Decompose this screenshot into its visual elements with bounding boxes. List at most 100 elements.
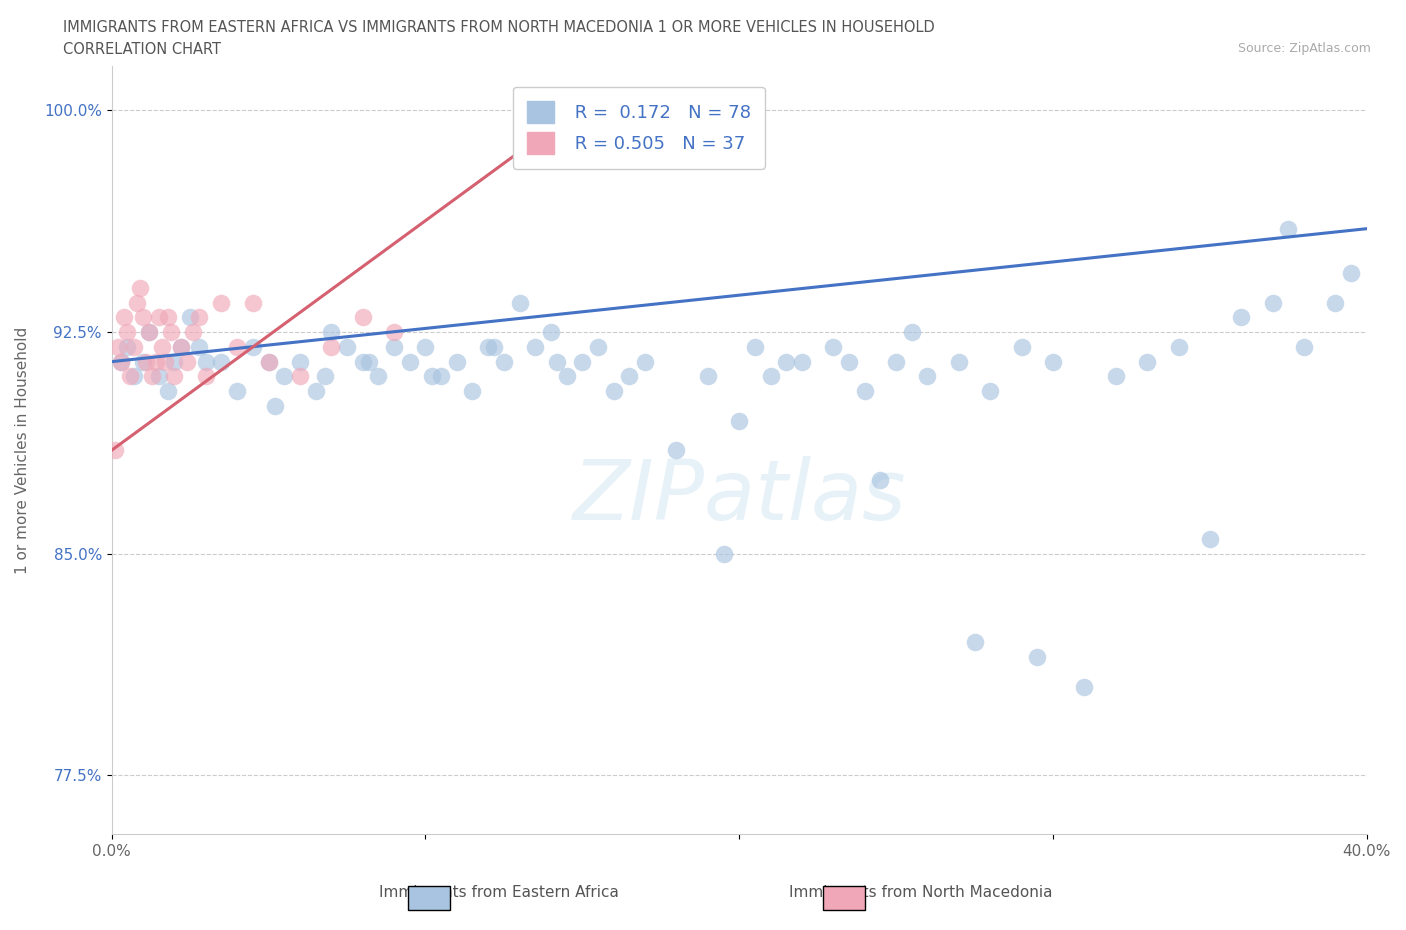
- Text: Immigrants from Eastern Africa: Immigrants from Eastern Africa: [380, 885, 619, 900]
- Point: [194, 354, 217, 369]
- Point: [209, 295, 232, 310]
- Point: [138, 325, 160, 339]
- Point: [163, 369, 186, 384]
- Point: [138, 325, 160, 339]
- Point: [157, 384, 180, 399]
- Text: CORRELATION CHART: CORRELATION CHART: [63, 42, 221, 57]
- Text: ZIPatlas: ZIPatlas: [572, 456, 905, 537]
- Point: [120, 369, 142, 384]
- Point: [484, 339, 506, 354]
- Point: [135, 354, 157, 369]
- Point: [352, 354, 374, 369]
- Point: [314, 369, 336, 384]
- Point: [352, 310, 374, 325]
- Point: [263, 399, 285, 414]
- Point: [775, 354, 797, 369]
- Point: [288, 369, 311, 384]
- Point: [242, 295, 264, 310]
- Point: [509, 295, 531, 310]
- Point: [415, 339, 437, 354]
- Point: [979, 384, 1001, 399]
- Point: [565, 118, 588, 133]
- Point: [132, 310, 155, 325]
- Point: [571, 354, 593, 369]
- Point: [163, 354, 186, 369]
- Point: [382, 325, 405, 339]
- Point: [713, 546, 735, 561]
- Point: [1324, 295, 1347, 310]
- Point: [169, 339, 191, 354]
- Point: [209, 354, 232, 369]
- Point: [602, 384, 624, 399]
- Point: [555, 369, 578, 384]
- Point: [917, 369, 939, 384]
- Point: [125, 295, 148, 310]
- Point: [141, 369, 163, 384]
- Point: [1026, 650, 1049, 665]
- Point: [128, 280, 150, 295]
- Point: [555, 103, 578, 118]
- Point: [1199, 532, 1222, 547]
- Point: [257, 354, 280, 369]
- Point: [176, 354, 198, 369]
- Point: [477, 339, 499, 354]
- Point: [1277, 221, 1299, 236]
- Point: [744, 339, 766, 354]
- Point: [273, 369, 295, 384]
- Point: [122, 369, 145, 384]
- Point: [110, 354, 132, 369]
- Point: [1230, 310, 1253, 325]
- Point: [1011, 339, 1033, 354]
- Point: [1292, 339, 1315, 354]
- Point: [619, 369, 641, 384]
- Point: [304, 384, 326, 399]
- Point: [179, 310, 201, 325]
- Point: [160, 325, 183, 339]
- Point: [357, 354, 380, 369]
- Point: [524, 118, 547, 133]
- Point: [257, 354, 280, 369]
- Point: [188, 339, 211, 354]
- Text: Source: ZipAtlas.com: Source: ZipAtlas.com: [1237, 42, 1371, 55]
- Point: [823, 339, 845, 354]
- Point: [132, 354, 155, 369]
- Point: [321, 339, 343, 354]
- Point: [157, 310, 180, 325]
- Point: [242, 339, 264, 354]
- Point: [446, 354, 468, 369]
- Text: IMMIGRANTS FROM EASTERN AFRICA VS IMMIGRANTS FROM NORTH MACEDONIA 1 OR MORE VEHI: IMMIGRANTS FROM EASTERN AFRICA VS IMMIGR…: [63, 20, 935, 35]
- Point: [226, 384, 249, 399]
- Point: [148, 369, 170, 384]
- Point: [461, 384, 484, 399]
- Point: [226, 339, 249, 354]
- Point: [1042, 354, 1064, 369]
- Point: [1261, 295, 1284, 310]
- Point: [665, 443, 688, 458]
- Point: [430, 369, 453, 384]
- Point: [1105, 369, 1128, 384]
- Point: [398, 354, 420, 369]
- Point: [145, 354, 167, 369]
- Point: [150, 339, 173, 354]
- Point: [112, 310, 135, 325]
- Point: [759, 369, 782, 384]
- Point: [540, 325, 562, 339]
- Point: [869, 472, 891, 487]
- Point: [1073, 679, 1095, 694]
- Point: [546, 354, 568, 369]
- Point: [107, 339, 129, 354]
- Point: [948, 354, 970, 369]
- Point: [110, 354, 132, 369]
- Point: [853, 384, 876, 399]
- Point: [524, 339, 547, 354]
- Point: [420, 369, 443, 384]
- Point: [117, 339, 139, 354]
- Point: [104, 443, 127, 458]
- Point: [367, 369, 389, 384]
- Point: [634, 354, 657, 369]
- Point: [117, 325, 139, 339]
- Point: [181, 325, 204, 339]
- Text: Immigrants from North Macedonia: Immigrants from North Macedonia: [789, 885, 1053, 900]
- Point: [1340, 266, 1362, 281]
- Point: [540, 118, 562, 133]
